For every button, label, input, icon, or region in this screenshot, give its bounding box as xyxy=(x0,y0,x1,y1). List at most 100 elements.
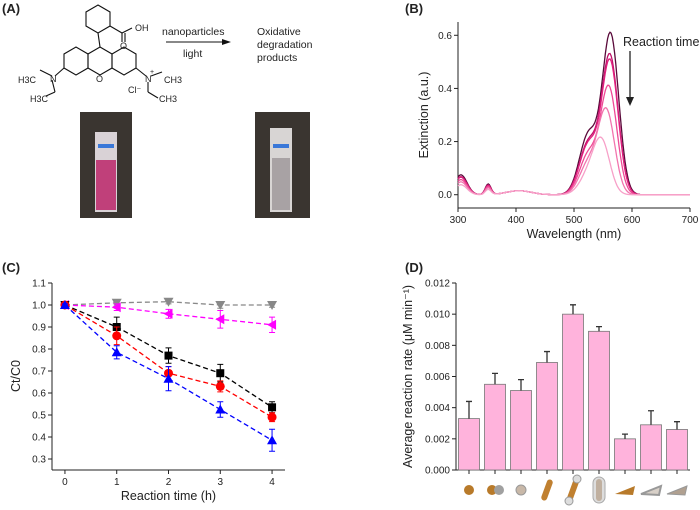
y-tick-label: 0.002 xyxy=(425,434,450,445)
error-bar xyxy=(492,372,498,385)
rod-icon xyxy=(567,479,579,501)
marker-magenta xyxy=(111,302,121,313)
bar-sphere-dimer xyxy=(484,383,506,471)
chart-d-reaction-rates: 0.000 0.002 0.004 0.006 0.008 0.010 0.012 Avera… xyxy=(401,279,690,506)
marker-gray xyxy=(267,301,278,310)
y-tick-label: 0.004 xyxy=(425,403,450,414)
marker-gray xyxy=(215,301,226,310)
arrow-label-top: nanoparticles xyxy=(162,26,224,38)
chart-b-extinction-spectra: 300 400 500 600 700 0.0 0.2 0.4 0.6 Wavelength (n… xyxy=(417,22,699,241)
sphere-icon xyxy=(464,485,474,495)
y-tick-label: 0.012 xyxy=(425,279,450,290)
error-bar xyxy=(466,400,472,419)
bar-coated-triangle xyxy=(666,429,688,471)
marker-blue xyxy=(163,373,174,383)
cuvette-photo-before xyxy=(80,112,132,218)
atom-h3c-2: H3C xyxy=(30,94,49,104)
y-tick-label: 1.1 xyxy=(32,279,46,290)
sphere-icon xyxy=(515,484,527,496)
y-tick-label: 1.0 xyxy=(32,301,46,312)
marker-black xyxy=(216,369,225,378)
atom-ring-o: O xyxy=(96,74,103,84)
panel-label-c: (C) xyxy=(2,260,20,275)
spectrum-t5 xyxy=(457,136,690,196)
pink-solution xyxy=(96,160,116,210)
rhodamine-structure xyxy=(39,4,163,99)
y-tick-label: 0.2 xyxy=(438,137,452,148)
atom-h3c-1: H3C xyxy=(18,75,37,85)
nanoparticle-icon-coated-triangle xyxy=(666,485,688,496)
marker-magenta xyxy=(267,319,277,330)
y-tick-label: 0.010 xyxy=(425,310,450,321)
reaction-arrowhead xyxy=(222,39,231,45)
marker-red xyxy=(112,331,122,341)
marker-blue xyxy=(59,300,70,309)
spectrum-t1 xyxy=(457,52,690,196)
nanoparticle-icon-triangle xyxy=(615,486,635,495)
product-label: Oxidative degradation products xyxy=(257,26,315,64)
error-bar xyxy=(674,421,680,430)
panel-label-b: (B) xyxy=(405,1,423,16)
marker-red xyxy=(215,381,225,391)
marker-black xyxy=(268,403,277,412)
panel-label-a: (A) xyxy=(2,1,20,16)
bar-framed-triangle xyxy=(640,424,662,471)
annotation-reaction-time: Reaction time xyxy=(623,35,699,49)
counterion: Cl⁻ xyxy=(128,85,141,95)
triangle-icon xyxy=(615,486,635,495)
marker-blue xyxy=(215,404,226,414)
nanoparticle-icon-dumbbell-rod xyxy=(564,474,582,506)
rod-icon xyxy=(541,479,553,501)
atom-n-left: N xyxy=(50,74,57,84)
tip-icon xyxy=(572,474,582,484)
y-tick-label: 0.4 xyxy=(32,433,46,444)
atom-plus: + xyxy=(150,69,154,76)
chart-c-kinetics: Ct/C0 0 1 2 3 4 0.3 0.4 0.5 0.6 0.7 0.8 0.9 1.0 1.1 Re… xyxy=(9,279,285,503)
series-line-gray xyxy=(64,301,273,306)
spectrum-t2 xyxy=(457,58,690,196)
atom-ch3-2: CH3 xyxy=(159,94,177,104)
marker-black xyxy=(164,351,173,360)
y-axis-label: Average reaction rate (μM min⁻¹) xyxy=(401,285,415,468)
atom-o-carbonyl: O xyxy=(120,41,127,51)
x-tick-label: 500 xyxy=(566,215,583,226)
error-bar xyxy=(648,410,654,425)
x-tick-label: 4 xyxy=(269,477,275,488)
bar-coated-rod xyxy=(588,330,610,471)
y-tick-label: 0.000 xyxy=(425,466,450,477)
x-tick-label: 0 xyxy=(62,477,68,488)
sphere-icon xyxy=(487,485,497,495)
x-tick-label: 700 xyxy=(682,215,699,226)
bar-rod xyxy=(536,362,558,471)
error-bar xyxy=(518,378,524,391)
y-tick-label: 0.6 xyxy=(32,389,46,400)
y-tick-label: 0.9 xyxy=(32,323,46,334)
x-tick-label: 2 xyxy=(166,477,172,488)
structure-labels: OH O O N N + H3C H3C CH3 CH3 Cl⁻ xyxy=(18,23,182,104)
cuvette-photo-after xyxy=(255,112,310,218)
triangle-icon xyxy=(666,485,688,496)
nanoparticle-icon-sphere-dimer xyxy=(487,485,504,495)
x-axis-label: Reaction time (h) xyxy=(121,489,216,503)
atom-ch3-1: CH3 xyxy=(164,75,182,85)
nanoparticle-icon-rod xyxy=(541,479,553,501)
y-tick-label: 0.7 xyxy=(32,367,46,378)
y-tick-label: 0.6 xyxy=(438,31,452,42)
x-tick-label: 3 xyxy=(217,477,223,488)
atom-n-right: N xyxy=(145,74,152,84)
error-bar xyxy=(622,433,628,439)
marker-gray xyxy=(163,297,174,307)
y-tick-label: 0.8 xyxy=(32,345,46,356)
sphere-icon xyxy=(494,485,504,495)
x-axis-label: Wavelength (nm) xyxy=(527,227,622,241)
error-bar xyxy=(596,325,602,332)
rod-icon xyxy=(596,479,602,501)
x-tick-label: 300 xyxy=(450,215,467,226)
panel-label-d: (D) xyxy=(405,260,423,275)
x-tick-label: 600 xyxy=(624,215,641,226)
x-tick-label: 1 xyxy=(114,477,120,488)
y-tick-label: 0.0 xyxy=(438,190,452,201)
marker-blue xyxy=(267,435,278,445)
annotation-arrowhead xyxy=(626,97,634,106)
y-tick-label: 0.5 xyxy=(32,411,46,422)
